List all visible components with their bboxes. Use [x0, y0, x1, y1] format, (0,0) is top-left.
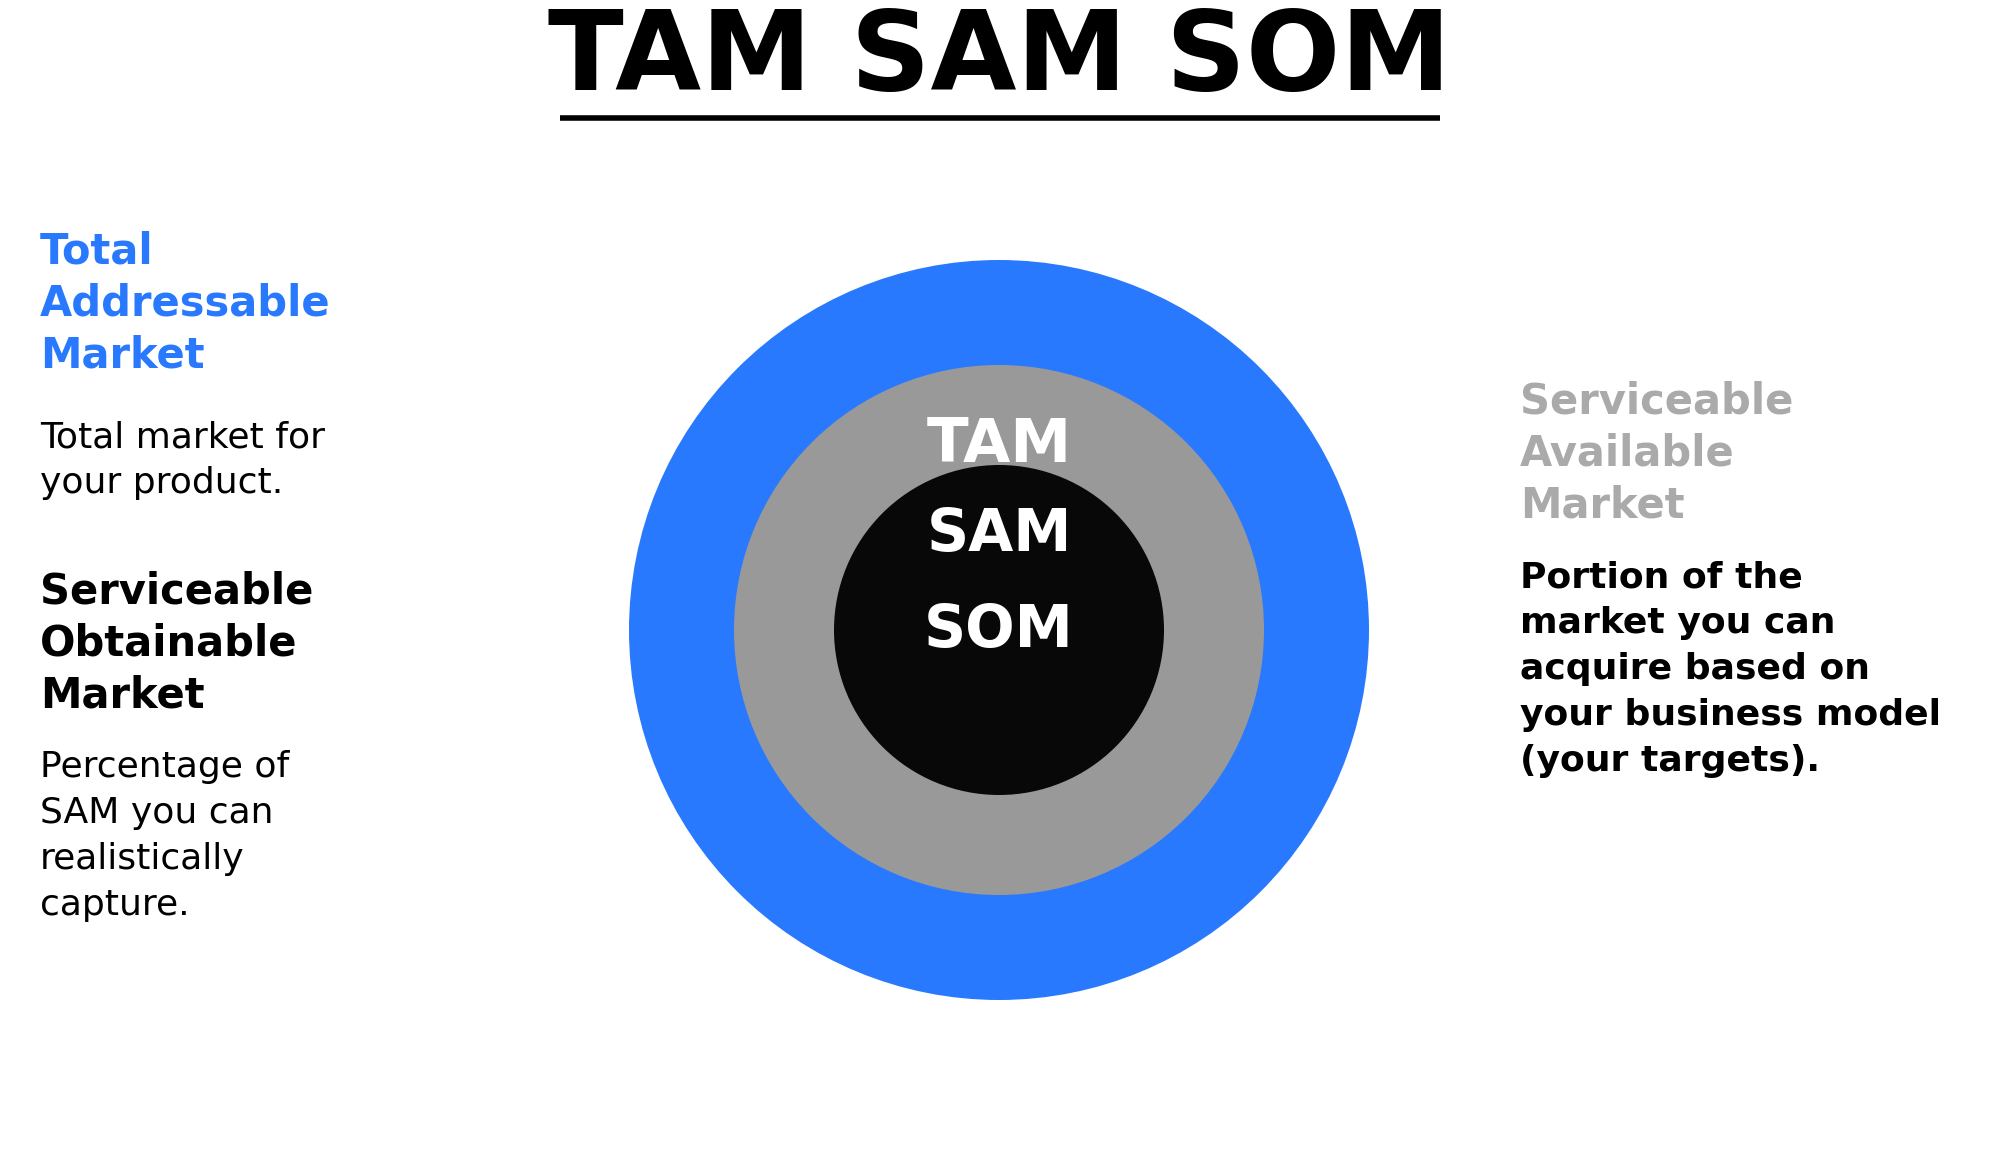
Text: Market: Market — [1518, 484, 1684, 526]
Text: Market: Market — [40, 334, 204, 376]
Text: acquire based on: acquire based on — [1518, 652, 1868, 686]
Text: Portion of the: Portion of the — [1518, 560, 1802, 594]
Text: TAM SAM SOM: TAM SAM SOM — [547, 7, 1451, 114]
Text: Total market for: Total market for — [40, 420, 326, 454]
Text: Percentage of: Percentage of — [40, 750, 290, 784]
Circle shape — [629, 260, 1369, 1000]
Text: realistically: realistically — [40, 841, 244, 875]
Text: Addressable: Addressable — [40, 282, 330, 323]
Text: your product.: your product. — [40, 466, 284, 500]
Text: capture.: capture. — [40, 888, 190, 922]
Text: TAM: TAM — [925, 416, 1071, 475]
Circle shape — [833, 465, 1163, 795]
Text: SAM: SAM — [925, 506, 1071, 564]
Text: Market: Market — [40, 674, 204, 716]
Text: SAM you can: SAM you can — [40, 796, 274, 830]
Text: Serviceable: Serviceable — [40, 570, 314, 612]
Text: market you can: market you can — [1518, 606, 1834, 640]
Text: SOM: SOM — [923, 601, 1073, 659]
Text: Serviceable: Serviceable — [1518, 380, 1792, 422]
Text: (your targets).: (your targets). — [1518, 744, 1818, 778]
Text: Obtainable: Obtainable — [40, 622, 298, 665]
Circle shape — [733, 364, 1263, 895]
Text: your business model: your business model — [1518, 699, 1940, 732]
Text: Available: Available — [1518, 432, 1734, 473]
Text: Total: Total — [40, 230, 154, 272]
